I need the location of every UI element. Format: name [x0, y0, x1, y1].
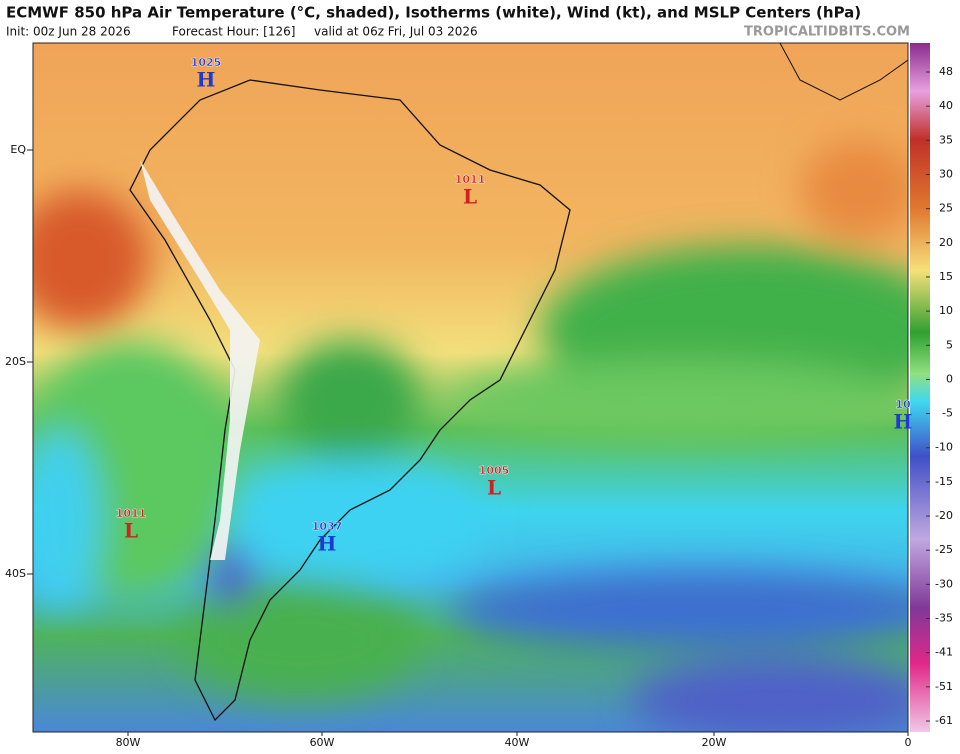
colorbar-label: 35 — [939, 133, 953, 146]
map — [33, 43, 908, 732]
center-pressure: 1005 — [479, 464, 510, 477]
colorbar-label: 20 — [939, 236, 953, 249]
title: ECMWF 850 hPa Air Temperature (°C, shade… — [6, 4, 861, 22]
colorbar-label: 0 — [946, 372, 953, 385]
colorbar-label: -35 — [935, 612, 953, 625]
center-type: H — [318, 532, 337, 556]
center-pressure: 1037 — [312, 520, 343, 533]
center-pressure: 1011 — [116, 507, 147, 520]
colorbar — [910, 43, 930, 732]
center-pressure: 1011 — [455, 173, 486, 186]
lon-label: 0 — [905, 736, 912, 749]
colorbar-label: 10 — [939, 304, 953, 317]
colorbar-label: -41 — [935, 646, 953, 659]
colorbar-label: -25 — [935, 543, 953, 556]
colorbar-label: 5 — [946, 338, 953, 351]
site: TROPICALTIDBITS.COM — [744, 25, 910, 40]
lon-label: 80W — [116, 736, 141, 749]
init: Init: 00z Jun 28 2026 — [6, 25, 131, 39]
map-frame — [32, 42, 909, 733]
lat-label: 20S — [5, 355, 26, 368]
colorbar-label: 48 — [939, 65, 953, 78]
colorbar-label: 40 — [939, 99, 953, 112]
lon-label: 20W — [702, 736, 727, 749]
lon-label: 60W — [310, 736, 335, 749]
colorbar-label: -20 — [935, 509, 953, 522]
center-type: L — [124, 519, 138, 543]
center-type: L — [487, 476, 501, 500]
center-pressure: 1025 — [191, 56, 222, 69]
colorbar-label: -51 — [935, 680, 953, 693]
center-type: H — [197, 68, 216, 92]
center-pressure: 10 — [895, 398, 911, 411]
valid-time: valid at 06z Fri, Jul 03 2026 — [314, 25, 478, 39]
colorbar-label: -61 — [935, 714, 953, 727]
colorbar-label: 30 — [939, 167, 953, 180]
colorbar-label: -15 — [935, 475, 953, 488]
colorbar-label: -10 — [935, 441, 953, 454]
colorbar-label: -5 — [942, 407, 953, 420]
lat-label: 40S — [5, 567, 26, 580]
colorbar-label: 15 — [939, 270, 953, 283]
lon-label: 40W — [505, 736, 530, 749]
lat-label: EQ — [10, 143, 26, 156]
colorbar-label: 25 — [939, 202, 953, 215]
colorbar-label: -30 — [935, 577, 953, 590]
forecast-hour: Forecast Hour: [126] — [172, 25, 295, 39]
center-type: L — [463, 185, 477, 209]
center-type: H — [894, 410, 913, 434]
